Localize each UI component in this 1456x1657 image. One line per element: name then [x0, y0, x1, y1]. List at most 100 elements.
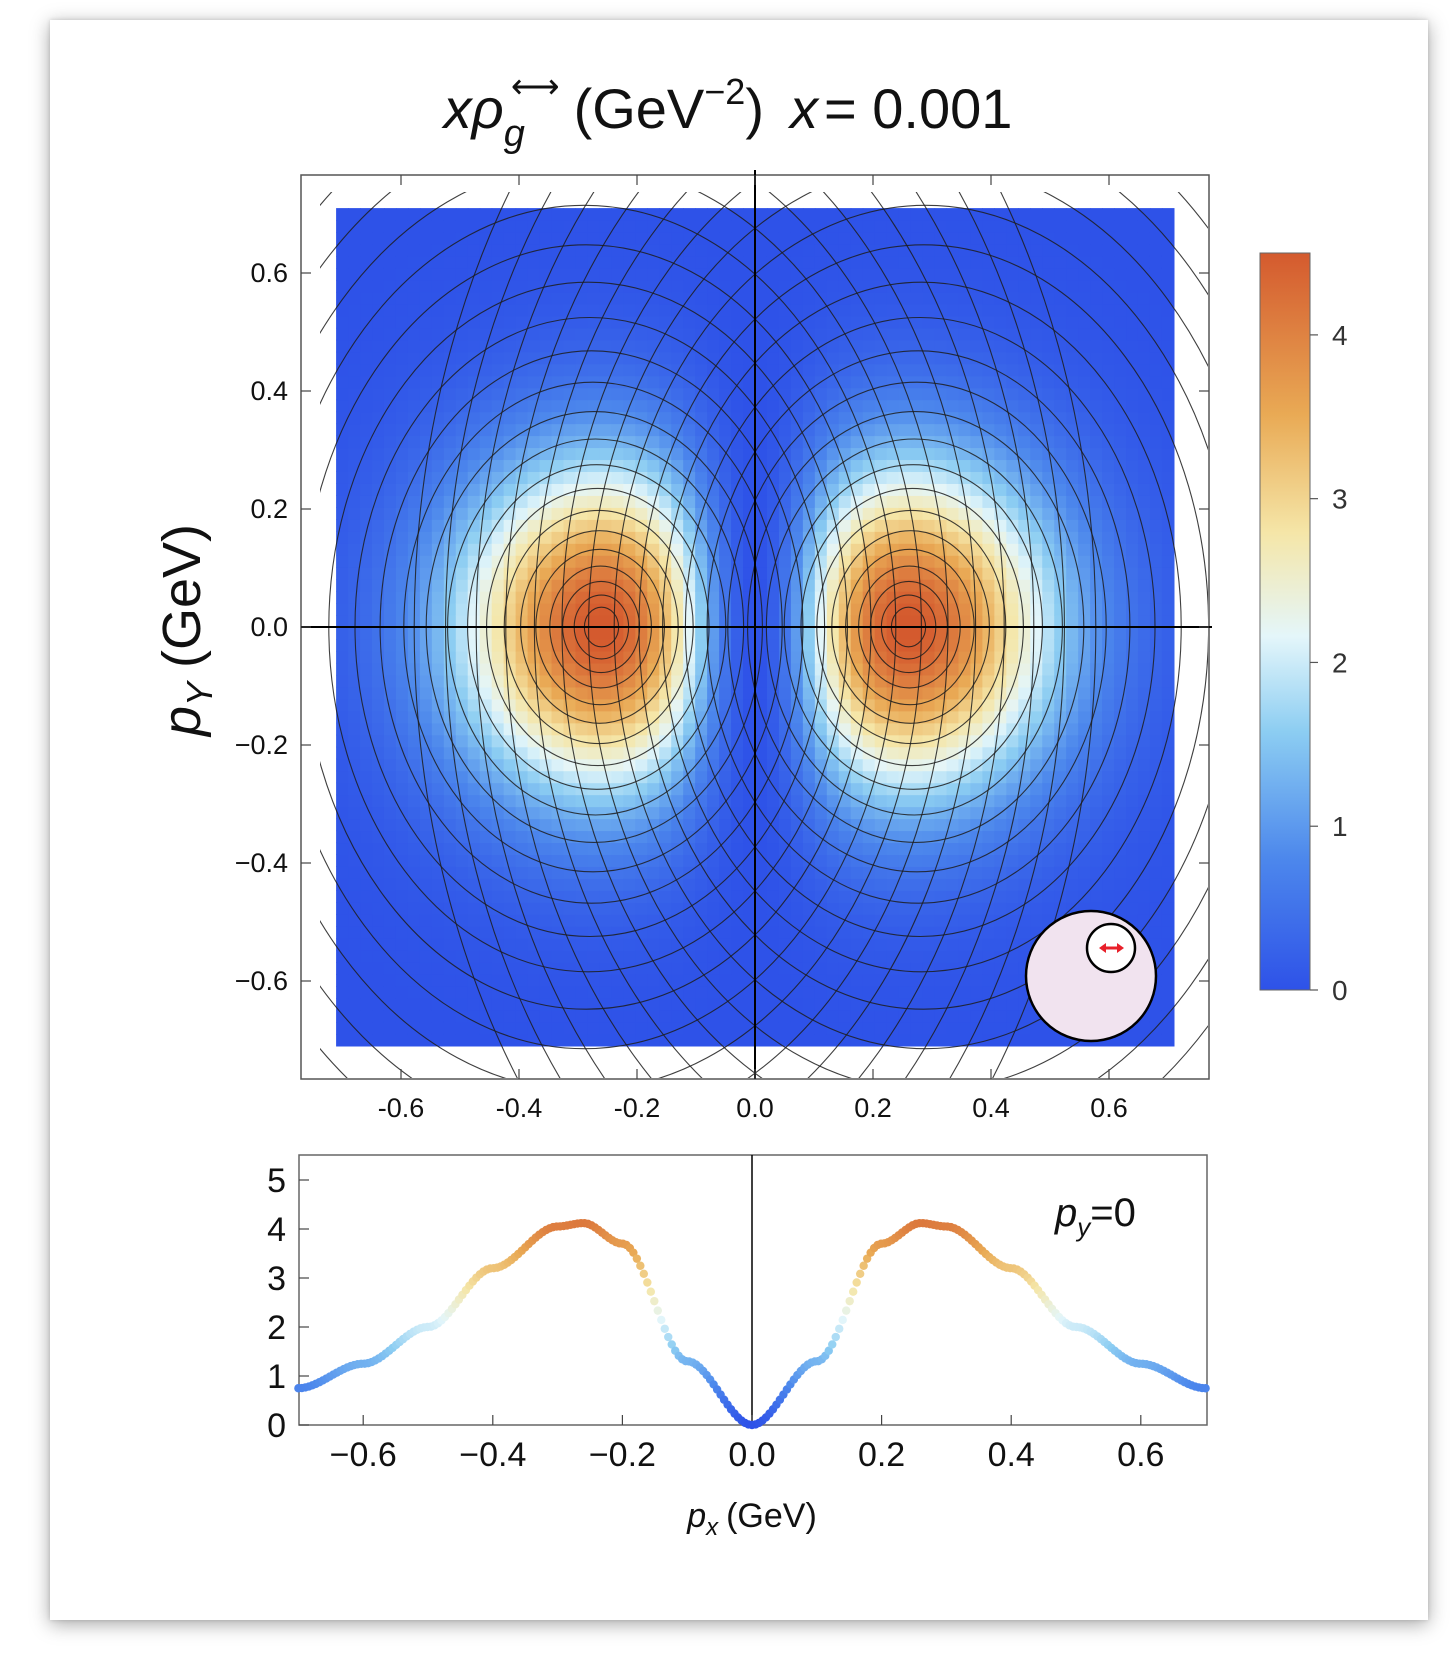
heatmap-cell — [635, 483, 648, 496]
heatmap-cell — [802, 447, 816, 461]
heatmap-cell — [503, 423, 517, 437]
heatmap-cell — [707, 998, 720, 1011]
heatmap-cell — [455, 878, 469, 891]
heatmap-cell — [1126, 555, 1139, 568]
heatmap-cell — [563, 459, 577, 473]
heatmap-cell — [551, 411, 565, 425]
heatmap-cell — [635, 890, 648, 903]
heatmap-cell — [563, 1021, 577, 1035]
heatmap-cell — [383, 579, 397, 592]
y-tick-label: 0.4 — [250, 376, 288, 406]
heatmap-cell — [1161, 854, 1175, 867]
heatmap-cell — [467, 543, 481, 556]
heatmap-cell — [443, 591, 457, 604]
heatmap-cell — [886, 555, 900, 568]
heatmap-cell — [790, 327, 804, 341]
heatmap-cell — [862, 866, 876, 879]
heatmap-cell — [1078, 387, 1091, 401]
heatmap-cell — [527, 974, 541, 987]
heatmap-cell — [958, 555, 972, 568]
heatmap-cell — [1149, 244, 1163, 257]
heatmap-cell — [395, 579, 409, 592]
heatmap-cell — [527, 878, 541, 891]
heatmap-cell — [563, 555, 577, 568]
heatmap-cell — [336, 794, 349, 808]
heatmap-cell — [910, 794, 924, 808]
heatmap-cell — [743, 411, 756, 425]
heatmap-cell — [1006, 806, 1019, 820]
heatmap-cell — [790, 507, 804, 520]
heatmap-cell — [1030, 1021, 1043, 1035]
heatmap-cell — [659, 603, 672, 616]
heatmap-cell — [970, 782, 983, 796]
heatmap-cell — [659, 926, 672, 939]
heatmap-cell — [850, 1021, 864, 1035]
heatmap-cell — [647, 746, 660, 760]
heatmap-cell — [407, 519, 421, 532]
heatmap-cell — [599, 938, 612, 951]
heatmap-cell — [539, 495, 553, 508]
heatmap-cell — [623, 244, 636, 257]
heatmap-cell — [1042, 591, 1055, 604]
heatmap-cell — [443, 986, 457, 999]
heatmap-cell — [587, 315, 601, 329]
heatmap-cell — [348, 734, 361, 748]
heatmap-cell — [647, 435, 660, 449]
heatmap-cell — [850, 471, 864, 484]
heatmap-cell — [874, 1021, 888, 1035]
heatmap-cell — [372, 818, 385, 832]
heatmap-cell — [635, 686, 648, 700]
heatmap-cell — [743, 782, 756, 796]
heatmap-cell — [491, 579, 505, 592]
heatmap-cell — [934, 327, 948, 341]
heatmap-cell — [1006, 950, 1019, 963]
heatmap-cell — [874, 519, 888, 532]
heatmap-cell — [886, 902, 900, 915]
heatmap-cell — [802, 974, 816, 987]
heatmap-cell — [1078, 315, 1091, 329]
heatmap-cell — [407, 674, 421, 688]
heatmap-cell — [623, 615, 636, 628]
heatmap-cell — [348, 938, 361, 951]
heatmap-cell — [790, 950, 804, 963]
heatmap-cell — [503, 495, 517, 508]
heatmap-cell — [551, 267, 565, 281]
heatmap-cell — [659, 710, 672, 724]
heatmap-cell — [587, 627, 601, 640]
heatmap-cell — [575, 758, 589, 772]
heatmap-cell — [1042, 495, 1055, 508]
x-tick-label: -0.2 — [614, 1093, 661, 1123]
heatmap-cell — [455, 734, 469, 748]
heatmap-cell — [647, 866, 660, 879]
heatmap-cell — [599, 555, 612, 568]
heatmap-cell — [479, 627, 493, 640]
heatmap-cell — [1161, 411, 1175, 425]
heatmap-cell — [731, 339, 744, 353]
heatmap-cell — [443, 303, 457, 317]
heatmap-cell — [372, 806, 385, 820]
heatmap-cell — [898, 627, 912, 640]
heatmap-cell — [970, 710, 983, 724]
heatmap-cell — [503, 471, 517, 484]
heatmap-cell — [383, 279, 397, 293]
heatmap-cell — [778, 615, 792, 628]
heatmap-cell — [1114, 232, 1127, 245]
heatmap-cell — [958, 603, 972, 616]
heatmap-cell — [419, 686, 433, 700]
heatmap-cell — [539, 902, 553, 915]
heatmap-cell — [1018, 818, 1031, 832]
heatmap-cell — [1006, 351, 1019, 365]
heatmap-cell — [922, 555, 936, 568]
heatmap-cell — [838, 1009, 852, 1023]
heatmap-cell — [898, 950, 912, 963]
heatmap-cell — [563, 914, 577, 927]
heatmap-cell — [755, 220, 768, 233]
heatmap-cell — [1149, 914, 1163, 927]
heatmap-cell — [886, 1021, 900, 1035]
heatmap-cell — [383, 315, 397, 329]
heatmap-cell — [647, 459, 660, 473]
heatmap-cell — [898, 447, 912, 461]
heatmap-cell — [623, 1021, 636, 1035]
heatmap-cell — [1161, 351, 1175, 365]
heatmap-cell — [479, 698, 493, 712]
